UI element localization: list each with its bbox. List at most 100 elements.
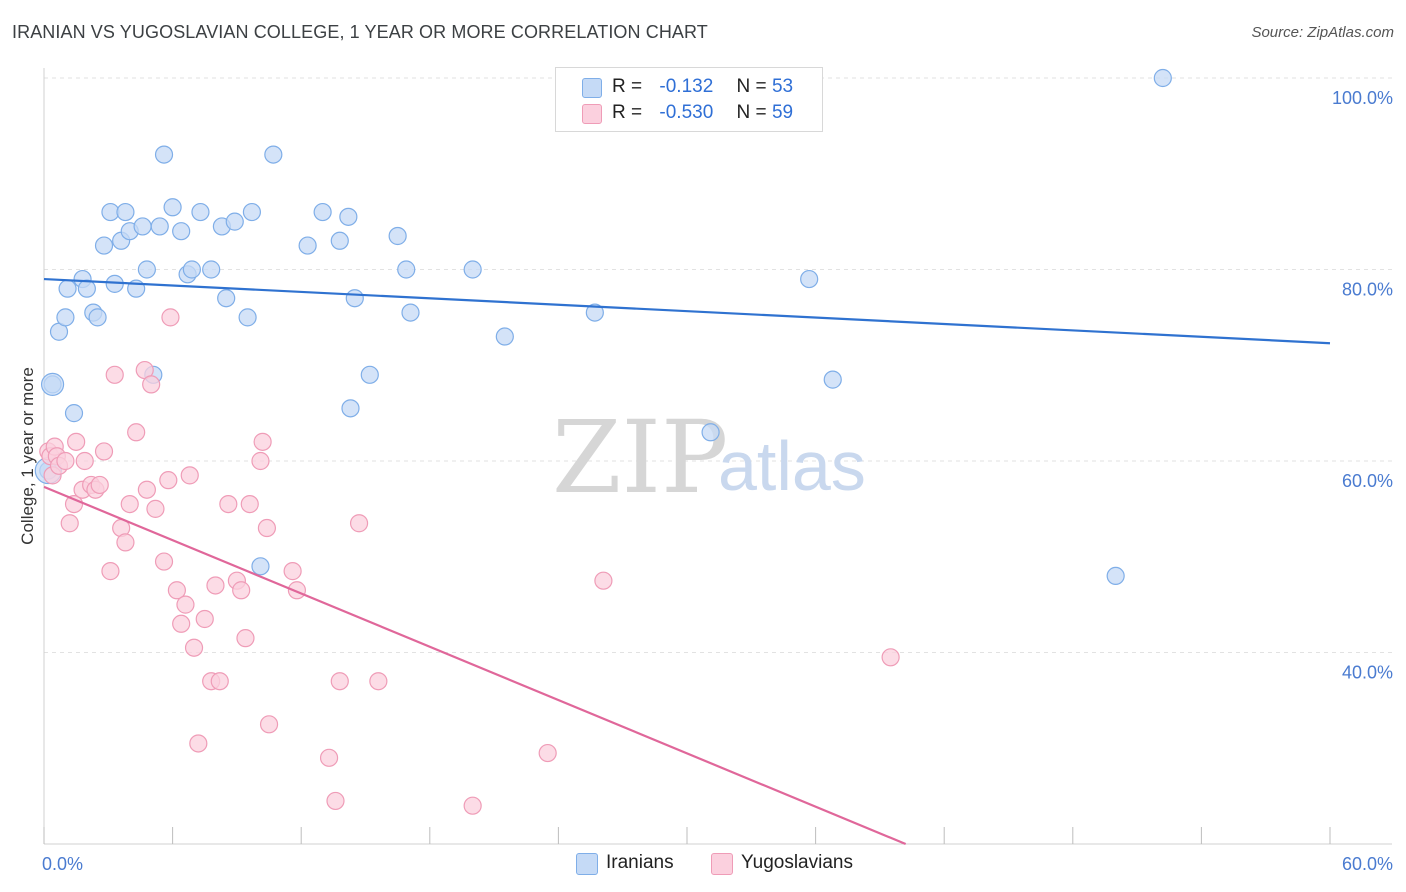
data-point [264,145,283,164]
y-tick-label: 100.0% [1332,88,1393,108]
data-point [40,372,65,396]
gridlines [44,77,1392,653]
data-point [64,404,84,423]
data-point [202,260,221,279]
data-point [206,576,225,595]
data-point [326,791,345,811]
y-tick-labels: 100.0% 80.0% 60.0% 40.0% [1332,88,1393,683]
source-credit: Source: ZipAtlas.com [1251,24,1394,41]
data-point [182,260,201,279]
y-tick-label: 40.0% [1342,663,1393,683]
data-point [137,260,156,279]
data-point [253,432,272,451]
legend-n-label: N = [736,102,767,123]
data-point [88,308,107,327]
data-point [67,432,86,451]
data-point [330,231,349,250]
stats-legend: R = -0.132 N = 53 R = -0.530 N = 59 [555,67,823,132]
data-point [251,451,270,471]
data-point [101,562,120,581]
watermark: ZIP atlas [552,399,866,516]
legend-r-value: -0.530 [659,102,714,123]
legend-n-label: N = [736,76,767,97]
data-point [397,260,416,279]
data-point [180,466,199,485]
data-point [56,308,75,327]
data-point [823,370,842,389]
data-point [150,217,169,236]
data-point [313,202,332,222]
data-point [1153,68,1172,88]
legend-swatch-yugoslavians [582,104,602,124]
data-point [217,289,236,308]
data-point [64,494,84,514]
data-point [251,557,270,576]
data-point [495,327,514,346]
data-point [90,475,109,495]
data-point [259,715,279,734]
data-point [94,236,114,255]
data-point [388,226,407,246]
data-point [184,638,204,657]
series-yugoslavians-points [39,308,900,815]
data-point [401,303,420,322]
legend-r-label: R = [612,102,643,123]
legend-swatch-iranians [582,78,602,98]
data-point [116,202,135,222]
data-point [75,451,94,471]
legend-r-label: R = [612,76,643,97]
data-point [345,289,364,308]
data-point [154,552,174,571]
data-point [77,279,96,298]
data-point [133,217,152,236]
data-point [127,423,146,442]
data-point [56,451,75,471]
trend-line-iranians [43,277,1331,345]
data-point [701,423,720,442]
data-point [167,581,186,600]
data-point [257,518,277,538]
watermark-atlas: atlas [718,427,866,505]
data-point [585,303,604,322]
data-point [219,494,238,514]
data-point [58,279,77,298]
data-point [349,514,369,533]
data-point [330,672,349,691]
data-point [339,207,358,226]
data-point [240,494,259,514]
data-point [195,609,214,629]
data-point [60,514,79,533]
chart-title: IRANIAN VS YUGOSLAVIAN COLLEGE, 1 YEAR O… [12,22,708,42]
data-point [341,399,360,418]
x-tick-label-left: 0.0% [42,854,83,874]
data-point [236,629,255,648]
trend-line-yugoslavians [43,485,907,846]
legend-label-iranians: Iranians [606,852,674,873]
trend-lines [43,277,1331,846]
y-tick-label: 60.0% [1342,471,1393,491]
data-point [120,494,139,514]
data-point [283,562,302,581]
data-point [298,236,317,255]
data-point [800,269,819,289]
data-point [210,672,229,691]
legend-swatch-yugoslavians [711,853,733,875]
watermark-zip: ZIP [552,399,728,516]
data-point [172,614,191,633]
data-point [94,442,114,461]
data-point [594,571,613,590]
data-point [369,672,388,691]
data-point [238,308,257,327]
data-point [463,260,482,279]
y-tick-label: 80.0% [1342,280,1393,300]
data-point [176,595,195,614]
data-point [191,202,210,222]
x-tick-label-right: 60.0% [1342,854,1393,874]
data-point [463,796,482,815]
data-point [146,499,165,518]
data-point [105,365,124,384]
legend-n-value: 59 [771,102,794,123]
data-point [142,375,161,394]
data-point [1106,566,1125,586]
